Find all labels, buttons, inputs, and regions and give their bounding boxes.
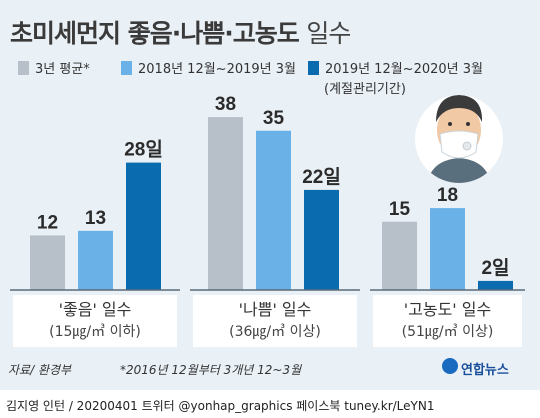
value-label-good-days-series-0: 12 — [37, 212, 58, 233]
value-label-high-days-series-2: 2일 — [481, 257, 509, 279]
source-note: 자료/ 환경부 — [8, 363, 72, 377]
eye-left — [448, 122, 452, 126]
value-label-good-days-series-1: 13 — [85, 208, 106, 229]
bar-bad-days-series-2 — [304, 189, 339, 290]
footnote: *2016년 12월부터 3개년 12~3월 — [120, 363, 302, 377]
legend-swatch — [18, 61, 29, 75]
bar-good-days-series-1 — [78, 230, 113, 290]
mask-shape — [439, 130, 479, 159]
bar-high-days-series-0 — [382, 221, 417, 290]
shirt-shape — [427, 158, 491, 183]
group-label-good-days: '좋음' 일수 — [59, 300, 132, 319]
hair-shape — [436, 95, 483, 122]
mask-face-illustration — [415, 95, 503, 183]
group-sublabel-bad-days: (36㎍/㎥ 이상) — [229, 324, 321, 340]
group-sublabel-high-days: (51㎍/㎥ 이상) — [402, 324, 494, 340]
bar-bad-days-series-0 — [208, 117, 243, 290]
yonhap-logo-icon — [442, 358, 458, 374]
value-label-high-days-series-1: 18 — [437, 185, 458, 206]
chart-title: 초미세먼지 좋음·나쁨·고농도 일수 — [10, 19, 351, 48]
group-sublabel-good-days: (15㎍/㎥ 이하) — [49, 324, 141, 340]
legend-item-2019: 2019년 12월~2020년 3월 — [308, 58, 483, 77]
brand-name: 연합뉴스 — [461, 363, 509, 378]
group-label-box-good-days — [13, 295, 177, 347]
bar-high-days-series-1 — [430, 208, 465, 290]
bar-high-days-series-2 — [478, 280, 513, 290]
legend-item-3yr-avg: 3년 평균* — [18, 58, 90, 77]
value-label-bad-days-series-2: 22일 — [302, 166, 341, 188]
eye-right — [466, 122, 470, 126]
group-label-high-days: '고농도' 일수 — [404, 300, 491, 319]
value-label-high-days-series-0: 15 — [389, 199, 411, 220]
bar-good-days-series-0 — [30, 235, 65, 290]
mask-valve — [462, 141, 472, 151]
legend-note: (계절관리기간) — [324, 82, 406, 97]
bar-chart: 12 13 28일 38 35 22일 15 18 2일 '좋음' 일수 (15㎍/㎥ 이하) '나… — [10, 94, 525, 347]
value-label-bad-days-series-1: 35 — [263, 108, 285, 129]
group-label-box-high-days — [373, 295, 522, 347]
credit-line: 김지영 인턴 / 20200401 트위터 @yonhap_graphics 페… — [6, 399, 435, 413]
bar-good-days-series-2 — [126, 162, 161, 290]
group-label-bad-days: '나쁨' 일수 — [239, 300, 312, 319]
bar-bad-days-series-1 — [256, 130, 291, 290]
group-label-box-bad-days — [193, 295, 357, 347]
value-label-bad-days-series-0: 38 — [215, 94, 236, 115]
legend-swatch — [308, 61, 319, 75]
legend-swatch — [121, 61, 132, 75]
legend-item-2018: 2018년 12월~2019년 3월 — [121, 58, 296, 77]
value-label-good-days-series-2: 28일 — [124, 139, 163, 161]
